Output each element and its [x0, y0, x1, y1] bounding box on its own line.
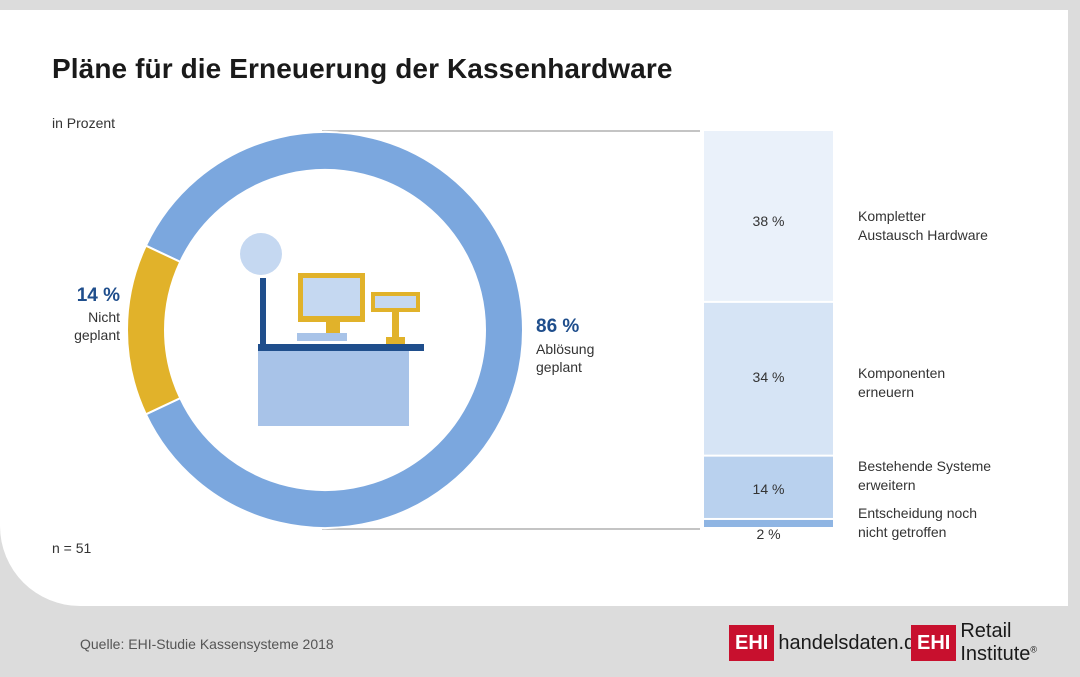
logo-text: handelsdaten.de: [778, 631, 927, 654]
stacked-bar: 38 % Kompletter Austausch Hardware 34 % Komp…: [704, 131, 991, 542]
segment-category-label: Entscheidung noch: [858, 505, 977, 521]
segment-category-label: erweitern: [858, 477, 916, 493]
logo-text: Retail Institute®: [960, 620, 1080, 666]
stack-segment-2: [704, 519, 833, 527]
slice-label-line: Ablösung: [536, 341, 594, 357]
segment-category-label: nicht getroffen: [858, 524, 946, 540]
unit-label: in Prozent: [52, 115, 116, 131]
slice-label-line: geplant: [74, 327, 120, 343]
ehi-logo-mark: EHI: [911, 625, 957, 661]
logo-text-main: Retail Institute: [960, 620, 1031, 665]
segment-category-label: Austausch Hardware: [858, 227, 988, 243]
segment-category-label: erneuern: [858, 384, 914, 400]
registered-mark: ®: [1030, 644, 1038, 655]
segment-category-label: Komponenten: [858, 365, 945, 381]
sample-size-label: n = 51: [52, 540, 92, 556]
slice-value-86: 86 %: [536, 316, 579, 337]
logo-handelsdaten: EHI handelsdaten.de: [729, 624, 926, 662]
logo-retail-institute: EHI Retail Institute®: [911, 620, 1080, 665]
chart-card: [0, 10, 1068, 606]
stack-segment-38: [704, 131, 833, 301]
donut-chart: [126, 131, 524, 529]
segment-value-label: 34 %: [753, 369, 785, 385]
segment-category-label: Bestehende Systeme: [858, 458, 991, 474]
stack-segment-34: [704, 302, 833, 455]
segment-value-label: 2 %: [756, 526, 780, 542]
slice-label-14: 14 % Nicht geplant: [74, 285, 120, 343]
ehi-logo-mark: EHI: [729, 625, 775, 661]
segment-category-label: Kompletter: [858, 208, 926, 224]
slice-label-86: 86 % Ablösung geplant: [536, 316, 594, 375]
chart-title: Pläne für die Erneuerung der Kassenhardw…: [52, 53, 673, 84]
segment-value-label: 38 %: [753, 213, 785, 229]
segment-value-label: 14 %: [753, 481, 785, 497]
cash-register-icon: [240, 233, 424, 426]
stack-segment-14: [704, 456, 833, 518]
donut-slice-86: [144, 131, 524, 529]
slice-label-line: geplant: [536, 359, 582, 375]
slice-value-14: 14 %: [77, 285, 120, 306]
source-note: Quelle: EHI-Studie Kassensysteme 2018: [80, 636, 334, 652]
slice-label-line: Nicht: [88, 309, 120, 325]
donut-slice-14: [126, 244, 182, 416]
